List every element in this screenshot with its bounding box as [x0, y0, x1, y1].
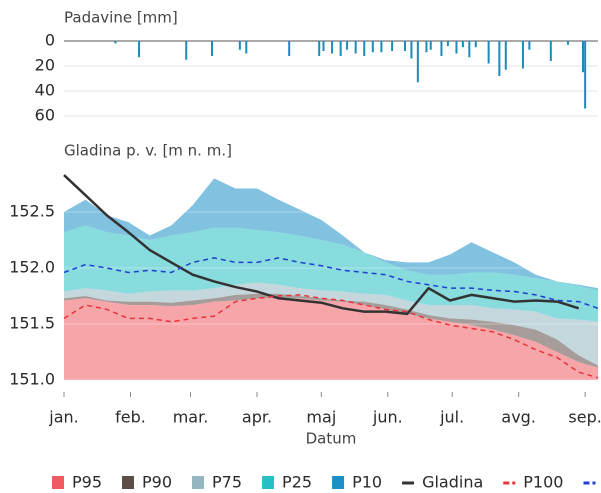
legend-label: P10 [352, 473, 382, 492]
y-tick-label: 152.5 [9, 202, 55, 221]
bar [566, 41, 569, 45]
dashed-line [63, 294, 599, 379]
x-tick-label: jan. [48, 408, 78, 427]
bar [528, 41, 531, 50]
level-line [63, 174, 580, 316]
legend-label: Gladina [422, 473, 483, 492]
bar [403, 41, 406, 51]
y-tick-label: 20 [35, 56, 55, 75]
y-tick-label: 151.5 [9, 314, 55, 333]
y-tick-label: 60 [35, 106, 55, 125]
bar [114, 41, 117, 44]
band-area [64, 282, 598, 366]
x-tick-label: maj [306, 408, 336, 427]
bar [210, 41, 213, 56]
bar [429, 41, 432, 50]
bar [549, 41, 552, 61]
y-tick-label: 40 [35, 81, 55, 100]
bar [322, 41, 325, 51]
bar [138, 41, 141, 58]
panel-title: Padavine [mm] [64, 9, 178, 27]
bar [238, 41, 241, 50]
bar [288, 41, 291, 56]
x-tick-label: sep. [568, 408, 601, 427]
bar [380, 41, 383, 53]
bar [584, 41, 587, 109]
bar [245, 41, 248, 54]
bar [455, 41, 458, 54]
bar [354, 41, 357, 54]
legend-swatch [192, 476, 205, 489]
legend-swatch [52, 476, 64, 489]
bar [581, 41, 584, 73]
bar [363, 41, 366, 56]
x-tick-label: feb. [115, 408, 146, 427]
bar [416, 41, 419, 83]
y-tick-label: 151.0 [9, 370, 55, 389]
bar [521, 41, 524, 69]
bar [185, 41, 188, 60]
legend-label: P25 [282, 473, 312, 492]
bar [425, 41, 428, 53]
bar [498, 41, 501, 76]
legend-label: P100 [523, 473, 563, 492]
x-tick-label: avg. [501, 408, 536, 427]
legend-label: P75 [212, 473, 242, 492]
x-tick-label: apr. [242, 408, 272, 427]
legend-swatch [332, 476, 345, 489]
bar [346, 41, 349, 50]
bar [504, 41, 507, 70]
bar [410, 41, 413, 59]
bar [474, 41, 477, 48]
bar [371, 41, 374, 53]
y-tick-label: 0 [45, 31, 55, 50]
x-tick-label: jun. [372, 408, 403, 427]
bar [318, 41, 321, 56]
x-axis-title: Datum [306, 430, 357, 448]
band-area [64, 298, 598, 380]
bar [446, 41, 449, 46]
dashed-line [63, 257, 599, 310]
y-tick-label: 152.0 [9, 258, 55, 277]
panel-title: Gladina p. v. [m n. m.] [64, 142, 232, 160]
x-tick-label: mar. [173, 408, 209, 427]
bar [339, 41, 342, 56]
bar [391, 41, 394, 51]
band-area [64, 178, 598, 291]
legend-label: P90 [142, 473, 172, 492]
bar [331, 41, 334, 54]
x-tick-label: jul. [439, 408, 464, 427]
legend-swatch [122, 476, 135, 489]
legend-swatch [262, 476, 275, 489]
bar [461, 41, 464, 48]
bar [440, 41, 443, 56]
bar [487, 41, 490, 64]
bar [468, 41, 471, 58]
band-area [64, 293, 598, 368]
legend-label: P95 [72, 473, 102, 492]
